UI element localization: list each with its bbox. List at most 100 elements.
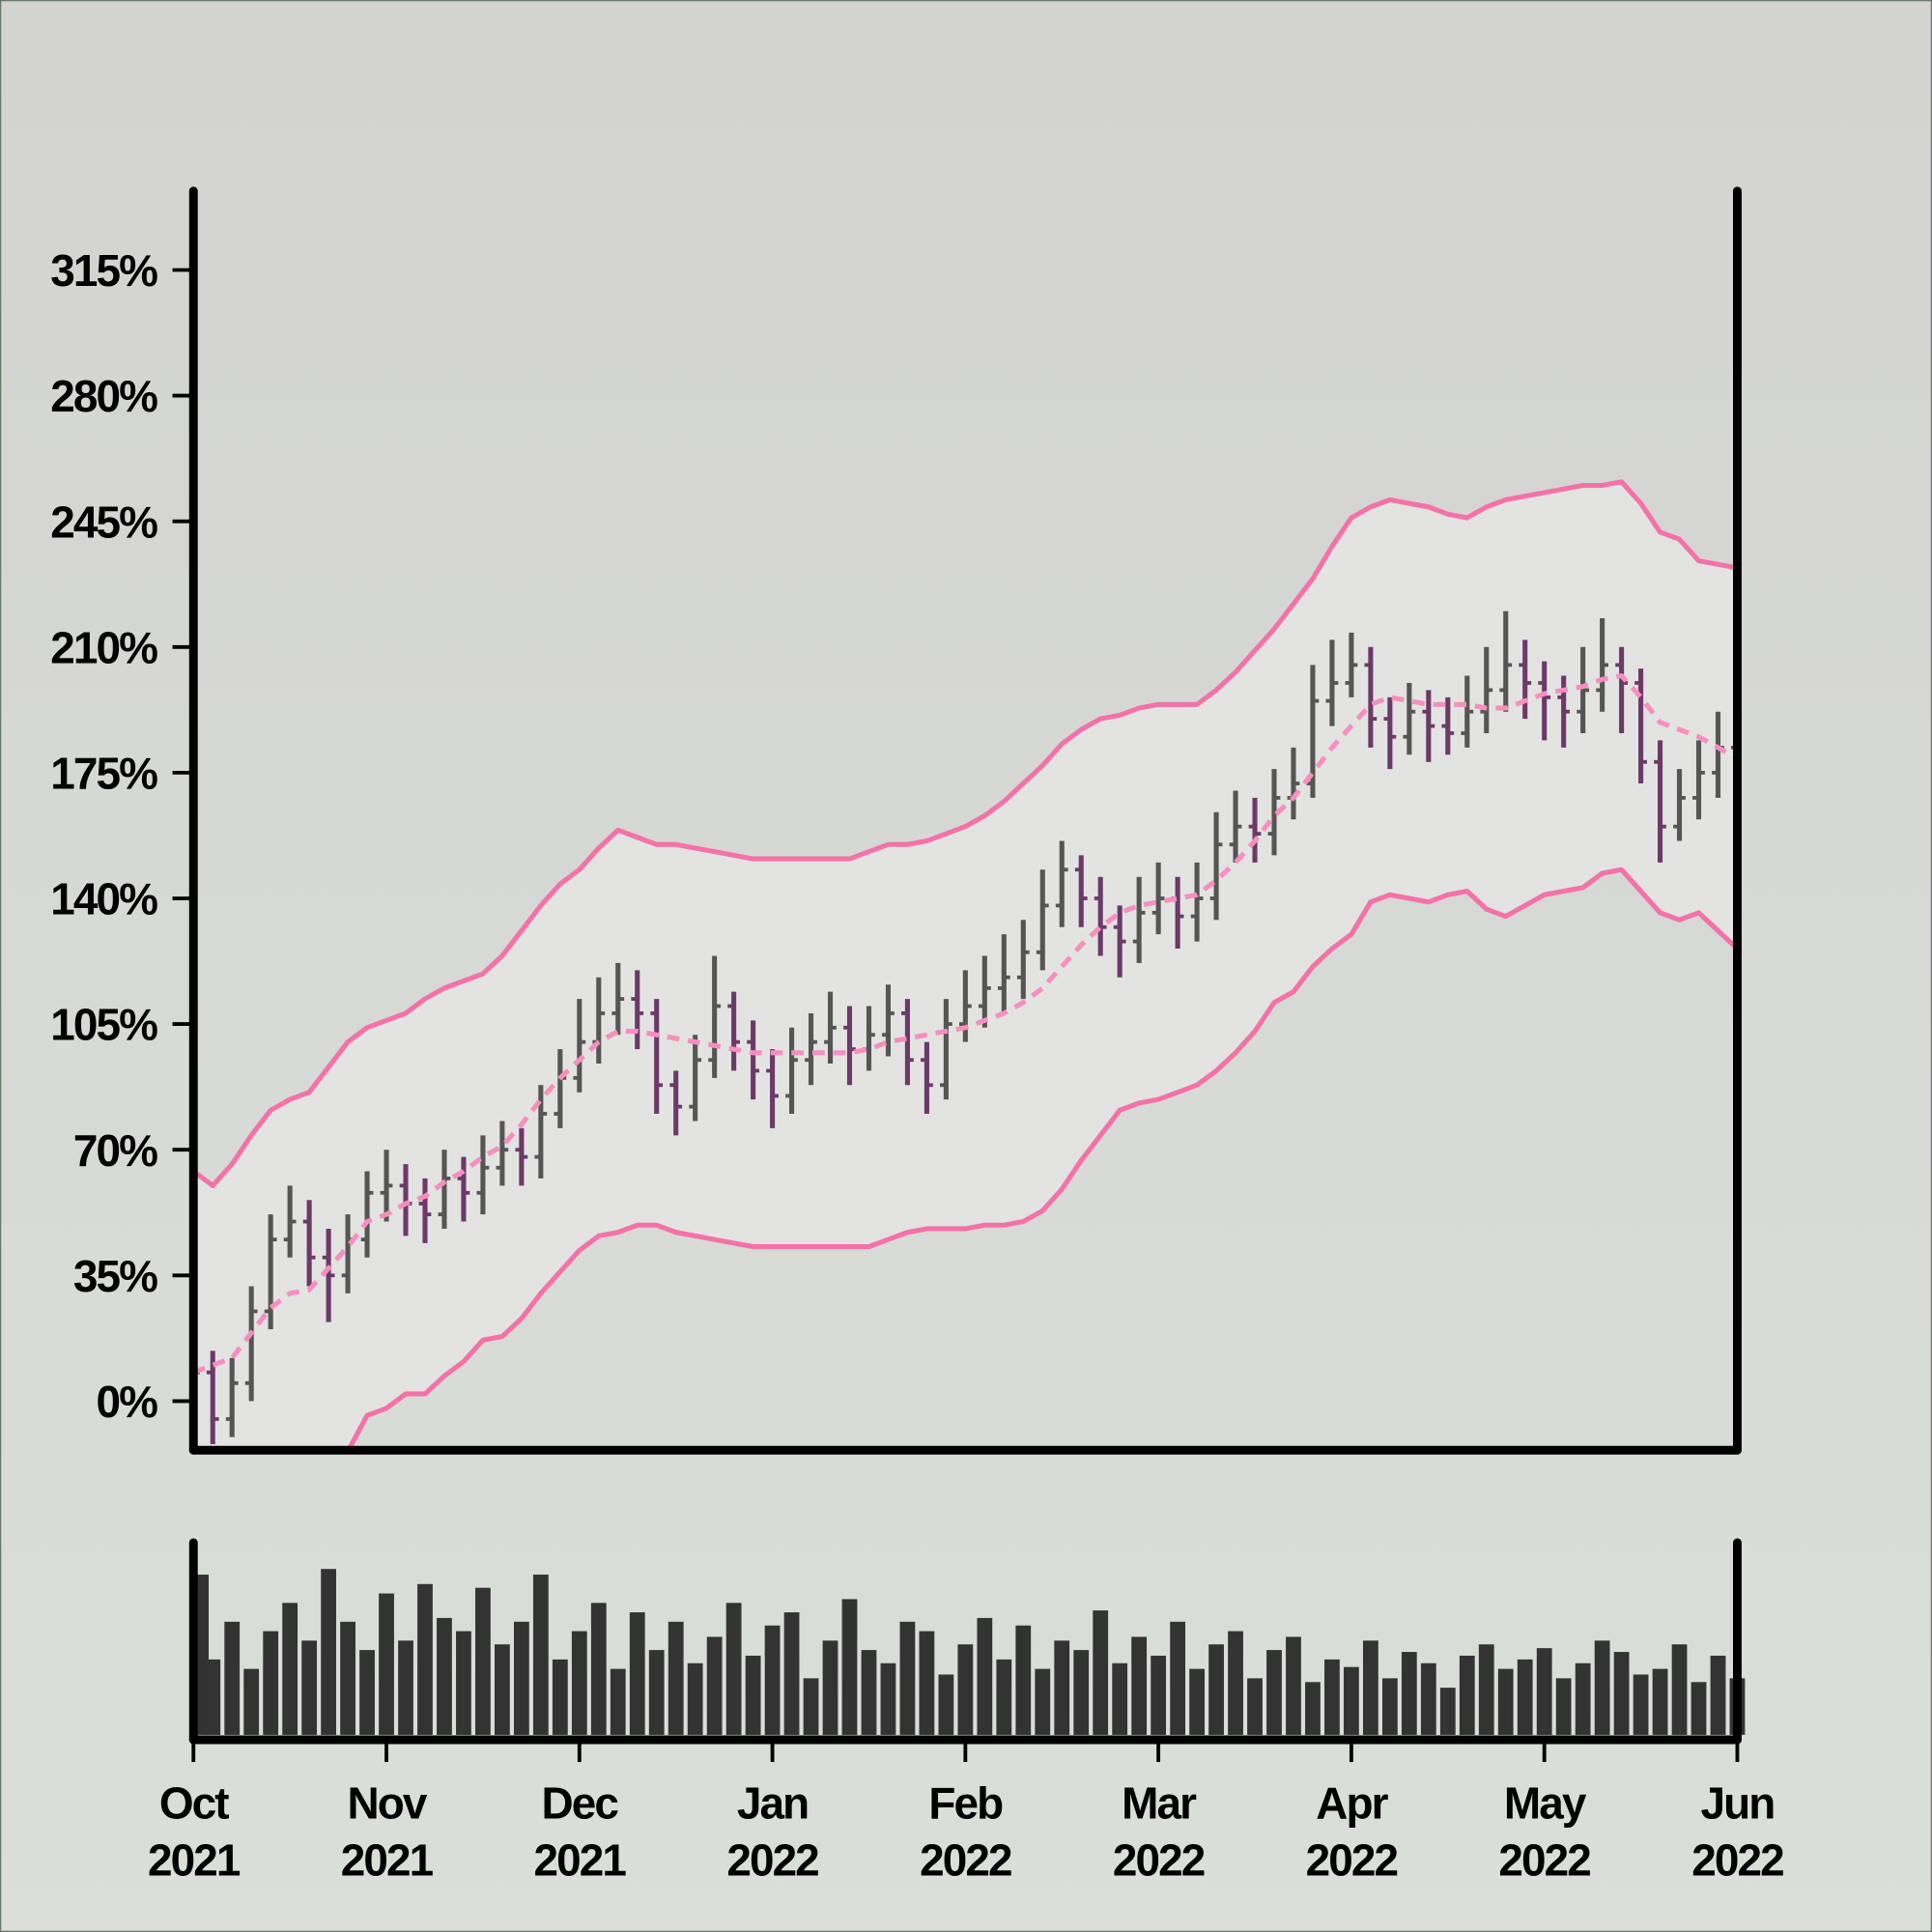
y-tick-label: 245% bbox=[50, 497, 157, 547]
x-tick-label: Jan 2022 bbox=[726, 1778, 818, 1886]
volume-bar bbox=[1594, 1640, 1610, 1735]
volume-bar bbox=[475, 1587, 491, 1735]
volume-bar bbox=[1381, 1678, 1398, 1735]
x-tick-label: Oct 2021 bbox=[148, 1778, 241, 1886]
y-tick-label: 105% bbox=[50, 1000, 157, 1050]
volume-bar bbox=[725, 1603, 742, 1735]
volume-bar bbox=[1690, 1682, 1707, 1735]
volume-bar bbox=[532, 1575, 549, 1735]
volume-bar bbox=[1420, 1662, 1436, 1735]
volume-bar bbox=[996, 1659, 1012, 1735]
volume-bar bbox=[590, 1603, 607, 1735]
volume-bar bbox=[1459, 1655, 1475, 1735]
volume-bar bbox=[1305, 1682, 1321, 1735]
volume-bar bbox=[764, 1625, 781, 1735]
y-tick-label: 0% bbox=[96, 1377, 157, 1427]
volume-bar bbox=[919, 1631, 935, 1735]
volume-bar bbox=[263, 1631, 279, 1735]
y-tick-label: 175% bbox=[50, 748, 157, 798]
volume-bar bbox=[610, 1668, 626, 1735]
axes: 0% 35% 70% 105% 140% 175% 210% 245% 280% 315% Oct 2… bbox=[50, 186, 1785, 1886]
volume-bar bbox=[1170, 1621, 1186, 1735]
volume-bar bbox=[648, 1650, 665, 1735]
volume-bar bbox=[977, 1617, 993, 1735]
y-tick-label: 210% bbox=[50, 622, 157, 672]
volume-bar bbox=[1131, 1636, 1148, 1735]
volume-bar bbox=[1555, 1678, 1572, 1735]
y-tick-label: 315% bbox=[50, 245, 157, 296]
volume-bar bbox=[668, 1621, 684, 1735]
volume-bar bbox=[1613, 1652, 1630, 1735]
volume-bar bbox=[1228, 1631, 1243, 1735]
y-tick-label: 280% bbox=[50, 371, 157, 421]
lower-band bbox=[347, 867, 1738, 1448]
volume-bar bbox=[1015, 1625, 1032, 1735]
volume-bar bbox=[417, 1583, 433, 1735]
volume-bar bbox=[1344, 1666, 1359, 1735]
volume-bar bbox=[1247, 1678, 1263, 1735]
volume-bar bbox=[1324, 1659, 1340, 1735]
x-tick-label: Feb 2022 bbox=[920, 1778, 1011, 1886]
x-tick-label: Mar 2022 bbox=[1113, 1778, 1205, 1886]
volume-bar bbox=[822, 1640, 838, 1735]
volume-bar bbox=[495, 1644, 510, 1735]
volume-bar bbox=[513, 1621, 529, 1735]
volume-bar bbox=[1478, 1644, 1494, 1735]
volume-bar bbox=[1497, 1668, 1514, 1735]
volume-bar bbox=[1266, 1650, 1282, 1735]
band-fill bbox=[193, 481, 1738, 1448]
x-tick-label: Nov 2021 bbox=[341, 1778, 434, 1886]
y-tick-label: 140% bbox=[50, 874, 157, 924]
middle-band bbox=[193, 672, 1738, 1376]
volume-bar bbox=[880, 1662, 896, 1735]
volume-bar bbox=[379, 1593, 394, 1735]
volume-bar bbox=[552, 1659, 568, 1735]
volume-bar bbox=[629, 1612, 645, 1735]
volume-bar bbox=[803, 1678, 819, 1735]
y-tick-label: 70% bbox=[73, 1125, 157, 1176]
x-tick-label: Jun 2022 bbox=[1691, 1778, 1783, 1886]
volume-bar bbox=[398, 1640, 413, 1735]
volume-bar bbox=[282, 1603, 298, 1735]
volume-bar bbox=[1401, 1652, 1417, 1735]
volume-bar bbox=[706, 1636, 723, 1735]
volume-bar bbox=[1286, 1636, 1301, 1735]
plot-area bbox=[193, 479, 1738, 1448]
volume-bar bbox=[571, 1631, 587, 1735]
volume-bar bbox=[1633, 1674, 1649, 1735]
volume-bar bbox=[359, 1650, 375, 1735]
volume-bar bbox=[1112, 1662, 1128, 1735]
volume-bar bbox=[841, 1599, 858, 1735]
volume-bar bbox=[783, 1612, 800, 1735]
volume-bar bbox=[687, 1662, 703, 1735]
volume-bar bbox=[745, 1655, 761, 1735]
volume-bar bbox=[301, 1640, 318, 1735]
y-tick-label: 35% bbox=[73, 1251, 157, 1301]
volume-bar bbox=[1517, 1659, 1533, 1735]
upper-band bbox=[193, 479, 1738, 1188]
volume-bar bbox=[205, 1659, 221, 1735]
volume-bar bbox=[899, 1621, 916, 1735]
volume-bar bbox=[456, 1631, 471, 1735]
volume-bar bbox=[1073, 1650, 1090, 1735]
volume-bar bbox=[321, 1569, 336, 1735]
x-tick-label: Apr 2022 bbox=[1306, 1778, 1398, 1886]
volume-bar bbox=[224, 1621, 241, 1735]
volume-bar bbox=[1093, 1610, 1109, 1735]
volume-bar bbox=[437, 1617, 452, 1735]
volume-bar bbox=[1363, 1640, 1378, 1735]
volume-bar bbox=[1439, 1688, 1456, 1735]
volume-bar bbox=[957, 1644, 974, 1735]
volume-bar bbox=[1575, 1662, 1591, 1735]
volume-panel bbox=[193, 1569, 1746, 1735]
volume-bar bbox=[1652, 1668, 1668, 1735]
volume-bar bbox=[1710, 1655, 1726, 1735]
volume-bar bbox=[243, 1668, 260, 1735]
volume-bar bbox=[340, 1621, 355, 1735]
volume-bar bbox=[1208, 1644, 1224, 1735]
volume-bar bbox=[1189, 1668, 1205, 1735]
volume-bar bbox=[1151, 1655, 1167, 1735]
volume-bar bbox=[1536, 1648, 1552, 1735]
